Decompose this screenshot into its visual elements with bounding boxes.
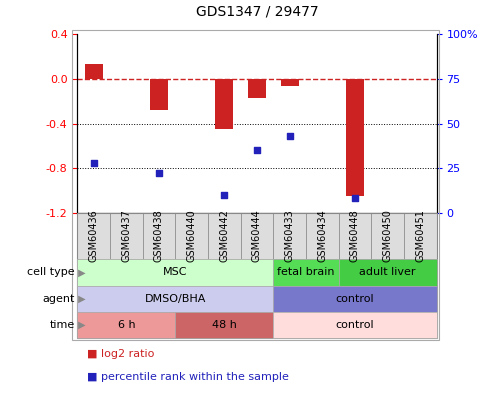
Text: ▶: ▶ — [75, 320, 86, 330]
Text: GSM60442: GSM60442 — [220, 209, 230, 262]
Bar — [216, 79, 234, 129]
Text: agent: agent — [42, 294, 75, 304]
Text: GSM60436: GSM60436 — [89, 209, 99, 262]
Point — [90, 160, 98, 166]
Bar — [280, 79, 298, 86]
Text: adult liver: adult liver — [359, 267, 416, 277]
Text: GDS1347 / 29477: GDS1347 / 29477 — [196, 4, 318, 18]
Text: ■ log2 ratio: ■ log2 ratio — [87, 350, 155, 359]
Bar — [248, 79, 266, 98]
Text: ▶: ▶ — [75, 294, 86, 304]
Text: GSM60451: GSM60451 — [415, 209, 425, 262]
Text: control: control — [336, 294, 374, 304]
Text: GSM60434: GSM60434 — [317, 209, 327, 262]
Bar — [85, 64, 103, 79]
Text: GSM60450: GSM60450 — [383, 209, 393, 262]
Text: 48 h: 48 h — [212, 320, 237, 330]
Text: DMSO/BHA: DMSO/BHA — [145, 294, 206, 304]
Text: GSM60433: GSM60433 — [284, 209, 294, 262]
Text: ▶: ▶ — [75, 267, 86, 277]
Text: GSM60438: GSM60438 — [154, 209, 164, 262]
Text: GSM60440: GSM60440 — [187, 209, 197, 262]
Text: control: control — [336, 320, 374, 330]
Point — [221, 192, 229, 198]
Text: GSM60444: GSM60444 — [252, 209, 262, 262]
Text: time: time — [49, 320, 75, 330]
Point — [253, 147, 261, 153]
Text: fetal brain: fetal brain — [277, 267, 335, 277]
Text: cell type: cell type — [27, 267, 75, 277]
Text: ■ percentile rank within the sample: ■ percentile rank within the sample — [87, 372, 289, 382]
Text: MSC: MSC — [163, 267, 188, 277]
Point — [351, 195, 359, 202]
Bar — [150, 79, 168, 110]
Text: GSM60437: GSM60437 — [121, 209, 131, 262]
Text: 6 h: 6 h — [118, 320, 135, 330]
Point — [285, 133, 293, 139]
Text: GSM60448: GSM60448 — [350, 209, 360, 262]
Bar — [346, 79, 364, 196]
Point — [155, 170, 163, 177]
